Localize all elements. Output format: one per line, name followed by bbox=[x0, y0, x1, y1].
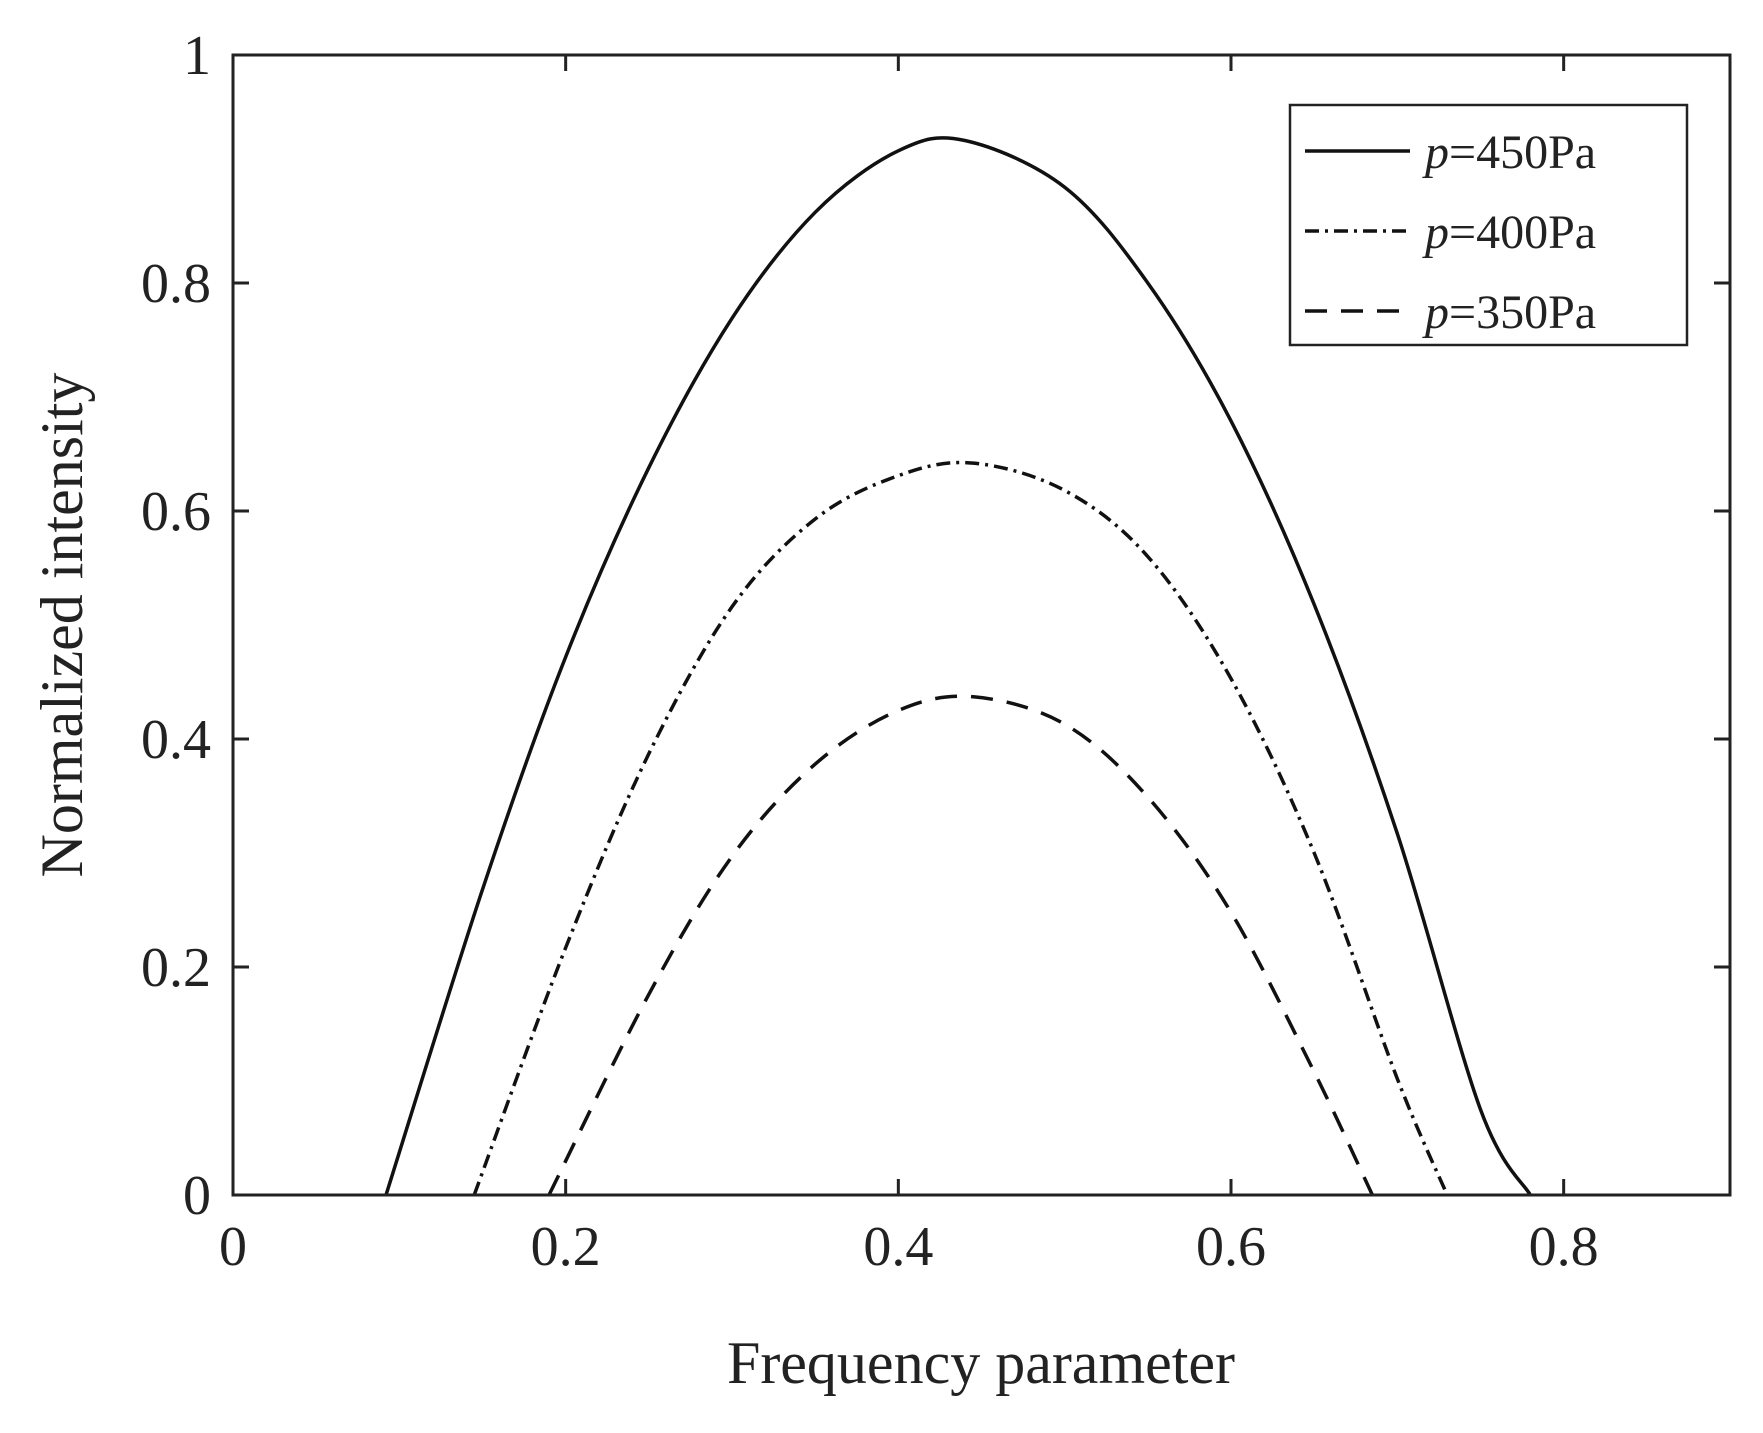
series-line-1 bbox=[472, 460, 1449, 1196]
y-tick-label: 0.2 bbox=[141, 937, 211, 999]
x-tick-label: 0.4 bbox=[863, 1216, 933, 1278]
ticks-group: 0 0.2 0.4 0.6 0.8 0 0.2 0.4 0.6 0.8 1 bbox=[141, 25, 1730, 1278]
legend-label-0: p=450Pa bbox=[1422, 126, 1596, 179]
y-axis-title: Normalized intensity bbox=[29, 373, 95, 878]
x-axis-title: Frequency parameter bbox=[727, 1330, 1235, 1396]
legend-value: =400Pa bbox=[1449, 206, 1596, 259]
y-tick-label: 1 bbox=[183, 25, 211, 87]
legend-value: =450Pa bbox=[1449, 126, 1596, 179]
x-tick-label: 0.2 bbox=[531, 1216, 601, 1278]
series-line-2 bbox=[547, 694, 1374, 1196]
legend-symbol: p bbox=[1422, 286, 1449, 339]
y-tick-label: 0.6 bbox=[141, 481, 211, 543]
x-tick-label: 0.8 bbox=[1529, 1216, 1599, 1278]
legend-label-2: p=350Pa bbox=[1422, 286, 1596, 339]
legend-box bbox=[1288, 103, 1689, 347]
y-tick-label: 0.8 bbox=[141, 253, 211, 315]
y-tick-label: 0.4 bbox=[141, 709, 211, 771]
y-tick-label: 0 bbox=[183, 1165, 211, 1227]
curves-group bbox=[384, 136, 1532, 1196]
x-tick-label: 0 bbox=[219, 1216, 247, 1278]
legend-symbol: p bbox=[1422, 126, 1449, 179]
legend-symbol: p bbox=[1422, 206, 1449, 259]
legend-value: =350Pa bbox=[1449, 286, 1596, 339]
series-line-0 bbox=[384, 136, 1532, 1196]
plot-frame bbox=[231, 53, 1732, 1197]
x-tick-label: 0.6 bbox=[1196, 1216, 1266, 1278]
legend-label-1: p=400Pa bbox=[1422, 206, 1596, 259]
